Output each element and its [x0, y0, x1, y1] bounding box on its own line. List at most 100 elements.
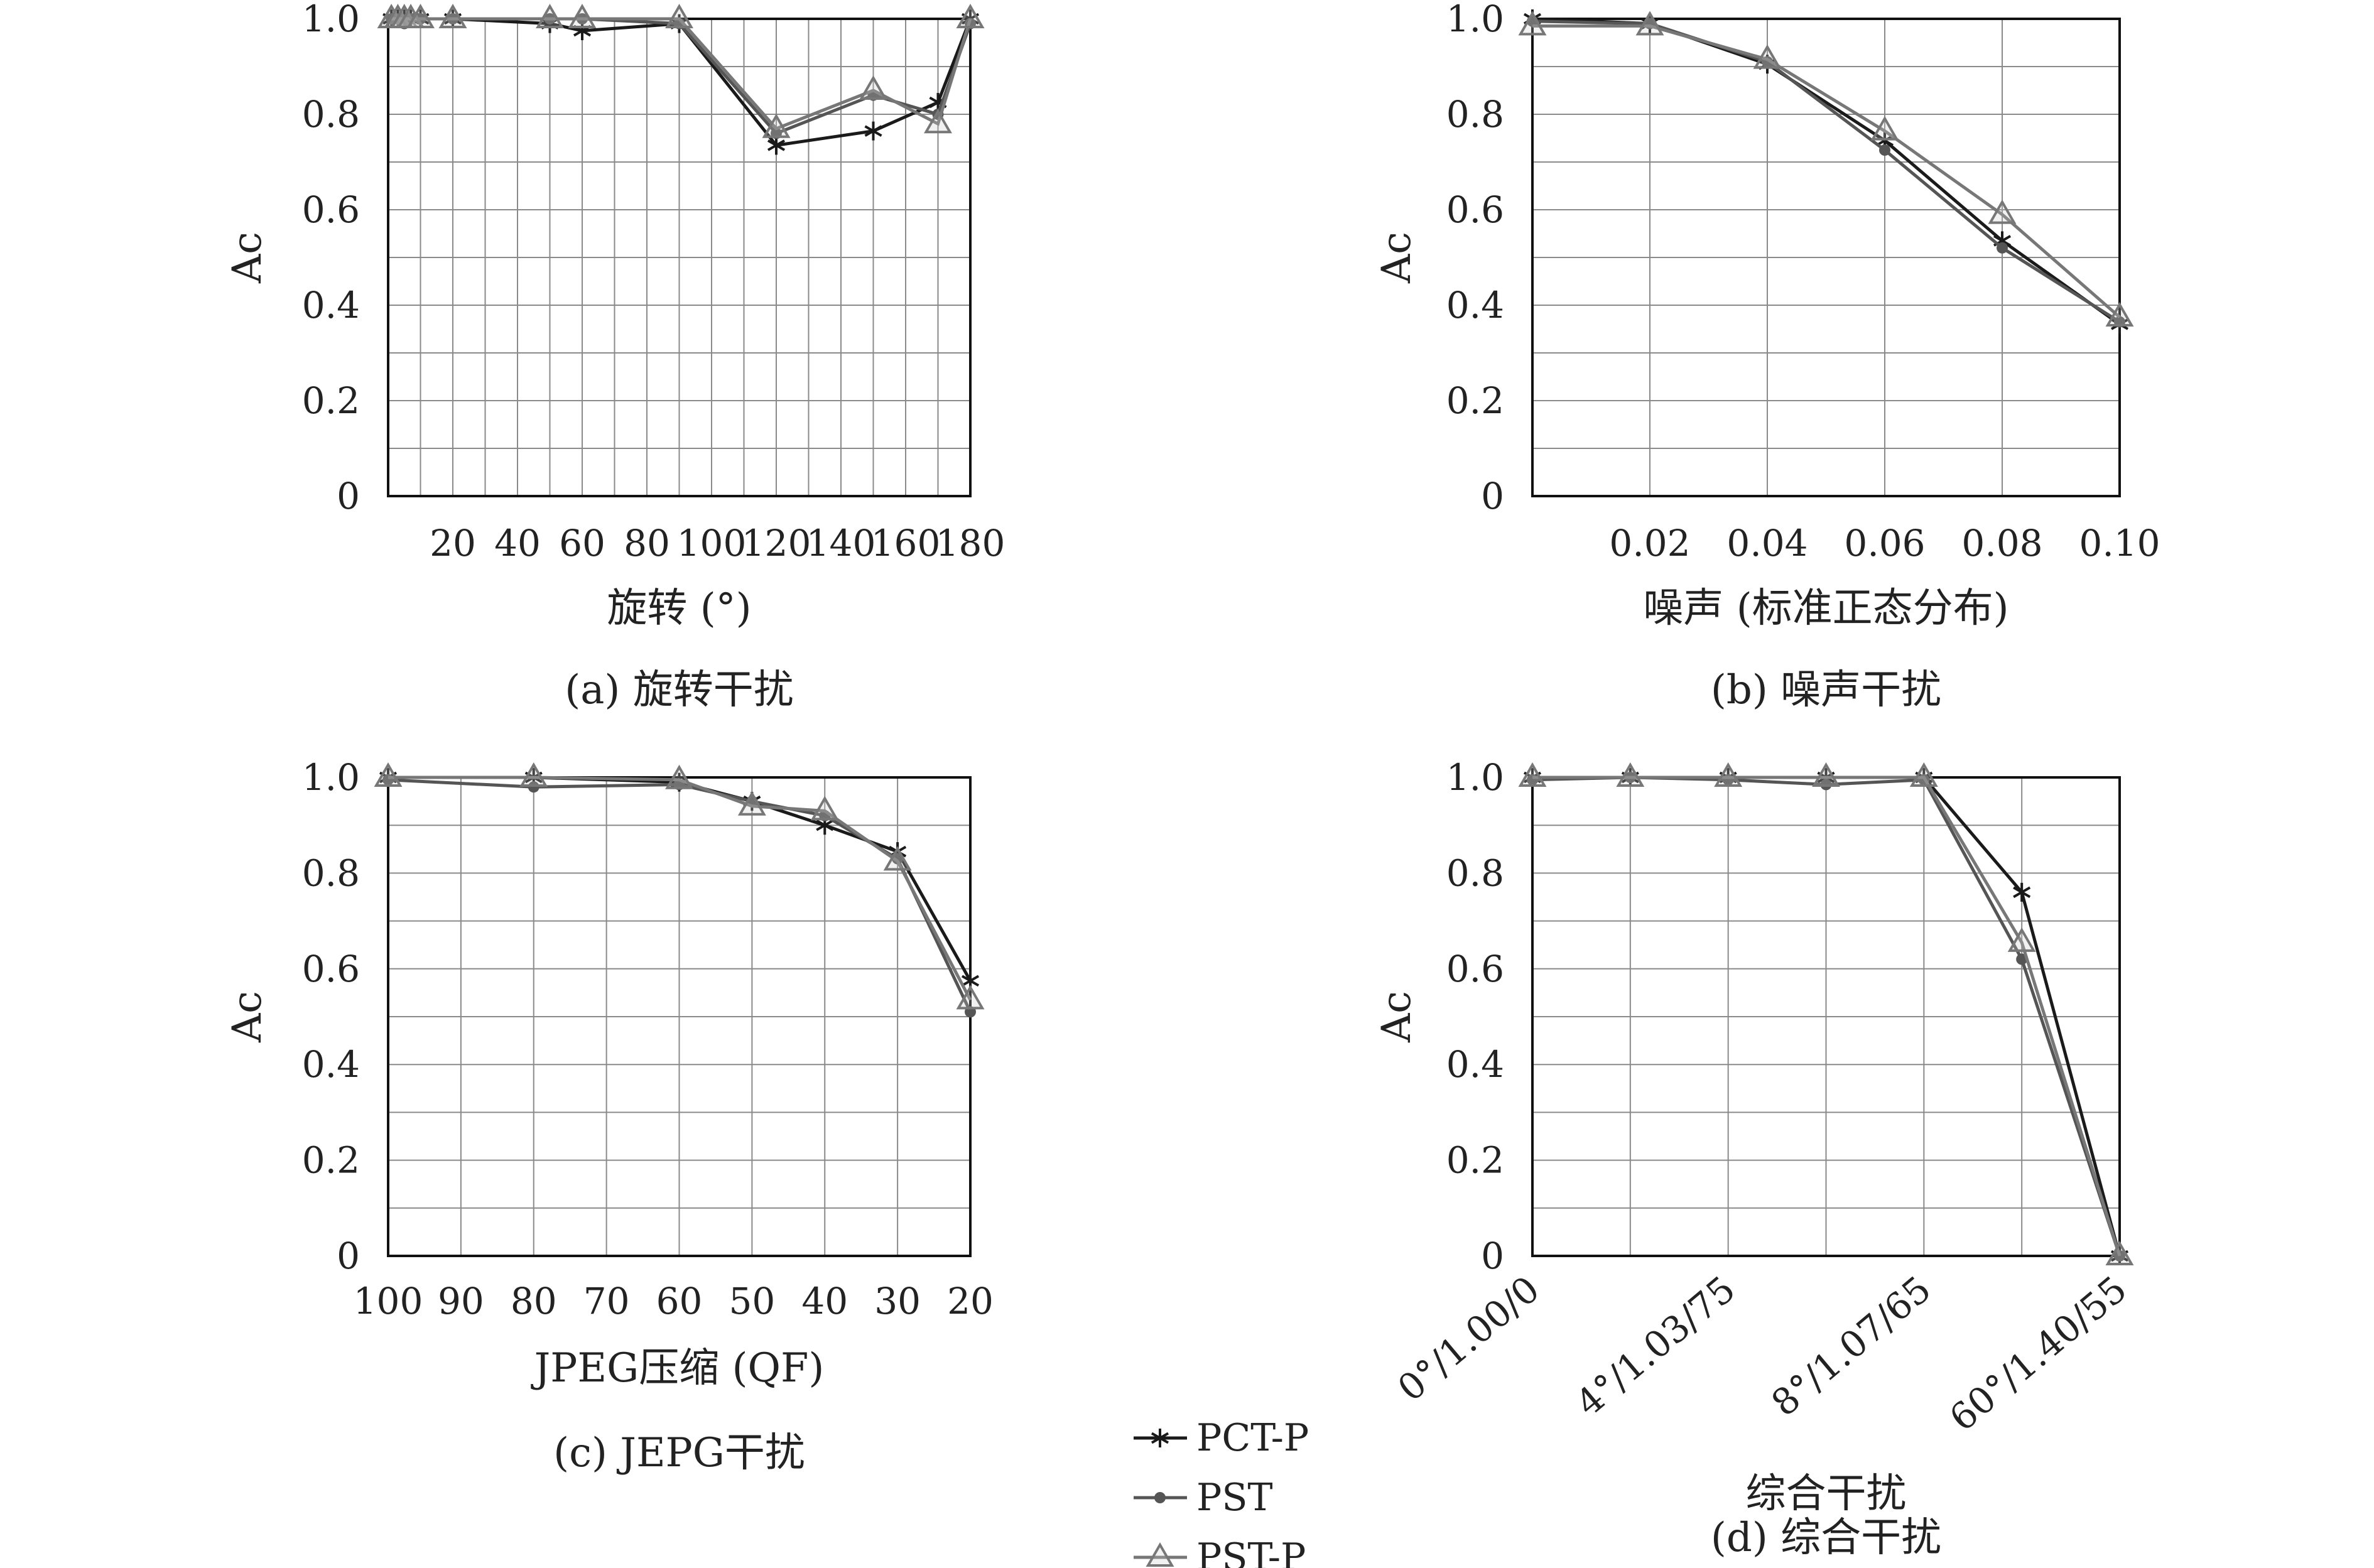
data-point: [864, 121, 882, 141]
y-tick-label: 1.0: [1446, 756, 1504, 799]
y-axis-label: Ac: [1374, 232, 1420, 284]
legend-entry: PCT-P: [1134, 1416, 1309, 1460]
series-pst-p: [377, 3, 985, 138]
data-point: [665, 764, 693, 789]
data-point: [1997, 242, 2008, 254]
y-tick-label: 0.2: [302, 379, 360, 422]
x-tick-label: 120: [742, 522, 811, 565]
data-point: [2013, 882, 2031, 902]
legend-marker: [1154, 1492, 1166, 1503]
series-pst: [386, 13, 976, 139]
series-pst: [1527, 15, 2125, 328]
x-axis-label: 噪声 (标准正态分布): [1643, 585, 2008, 632]
y-axis-label: Ac: [224, 232, 271, 284]
y-tick-label: 0.8: [1446, 93, 1504, 136]
chart-panel-c: 0 0.2 0.4 0.6 0.8 1.0 100 90 80 70 60 50 40 30 20 JPEG压…: [224, 756, 994, 1476]
x-tick-label: 60: [656, 1280, 703, 1322]
y-tick-label: 1.0: [302, 0, 360, 40]
x-axis-label: JPEG压缩 (QF): [531, 1345, 825, 1392]
x-tick-label: 80: [624, 522, 670, 565]
y-tick-label: 0.6: [1446, 948, 1504, 990]
y-tick-label: 1.0: [302, 756, 360, 799]
x-tick-label: 8°/1.07/65: [1764, 1268, 1939, 1425]
x-tick-label: 90: [438, 1280, 484, 1322]
panels-group: 00.20.40.60.81.020 40 60 80 100120140160180旋…: [224, 0, 2160, 1561]
x-tick-label: 70: [583, 1280, 630, 1322]
x-tick-label: 30: [874, 1280, 921, 1322]
y-tick-label: 0.2: [1446, 379, 1504, 422]
data-point: [2007, 927, 2036, 952]
data-point: [883, 846, 912, 871]
x-tick-label: 60: [559, 522, 605, 565]
data-point: [1635, 11, 1664, 36]
x-tick-label: 0.10: [2079, 522, 2160, 565]
legend-label: PST: [1196, 1476, 1273, 1520]
panel-caption: (a) 旋转干扰: [565, 667, 793, 713]
data-point: [1616, 762, 1645, 787]
data-point: [438, 3, 467, 28]
x-tick-label: 0°/1.00/0: [1390, 1268, 1547, 1410]
y-tick-label: 0.8: [1446, 852, 1504, 894]
data-point: [762, 113, 791, 138]
x-tick-label: 4°/1.03/75: [1568, 1268, 1743, 1425]
y-tick-label: 0.8: [302, 93, 360, 136]
x-tick-label: 100: [354, 1280, 423, 1322]
data-point: [519, 762, 548, 787]
x-tick-label: 0.06: [1844, 522, 1925, 565]
y-tick-label: 0.4: [302, 284, 360, 327]
data-point: [374, 762, 403, 787]
y-tick-label: 0.6: [302, 948, 360, 990]
y-axis-label: Ac: [224, 991, 271, 1043]
data-point: [528, 781, 539, 793]
y-tick-label: 1.0: [1446, 0, 1504, 40]
y-tick-label: 0.4: [1446, 284, 1504, 327]
data-point: [1714, 762, 1743, 787]
x-tick-label: 160: [871, 522, 941, 565]
series-line: [391, 17, 972, 148]
series-pst-p: [374, 762, 985, 1010]
y-tick-label: 0.2: [302, 1139, 360, 1182]
series-pst-p: [1518, 762, 2134, 1265]
x-tick-label: 180: [936, 522, 1005, 565]
data-point: [1753, 44, 1782, 69]
series-pct-p: [382, 9, 980, 155]
grid: [388, 18, 971, 497]
data-point: [737, 791, 766, 816]
data-point: [1988, 199, 2017, 224]
x-tick-label: 0.08: [1961, 522, 2042, 565]
series-pct-p: [1523, 9, 2129, 334]
legend-entry: PST-P: [1134, 1535, 1306, 1568]
plot-frame: [1531, 18, 2121, 497]
data-point: [956, 985, 985, 1010]
x-tick-label: 40: [801, 1280, 848, 1322]
x-tick-label: 40: [494, 522, 541, 565]
legend-marker: [1151, 1429, 1169, 1447]
series-line: [391, 17, 972, 131]
series-line: [1532, 24, 2121, 318]
x-tick-label: 0.04: [1726, 522, 1808, 565]
chart-panel-b: 0 0.2 0.4 0.6 0.8 1.0 0.02 0.04 0.06 0.08 0.10 噪声 (…: [1374, 0, 2160, 713]
panel-caption: (d) 综合干扰: [1711, 1515, 1941, 1561]
y-tick-label: 0: [1481, 1235, 1504, 1277]
x-tick-label: 20: [947, 1280, 994, 1322]
data-point: [665, 3, 693, 28]
x-tick-label: 60°/1.40/55: [1941, 1268, 2135, 1440]
x-axis-label: 综合干扰: [1746, 1471, 1907, 1517]
y-tick-label: 0.6: [1446, 188, 1504, 231]
data-point: [1879, 144, 1890, 156]
legend-entry: PST: [1134, 1476, 1273, 1520]
data-point: [956, 3, 985, 28]
legend: PCT-P PST PST-P: [1134, 1416, 1309, 1568]
x-tick-label: 80: [511, 1280, 557, 1322]
legend-label: PCT-P: [1196, 1416, 1309, 1460]
data-point: [2105, 1240, 2134, 1265]
series-pst-p: [1518, 11, 2134, 327]
series-line: [1532, 776, 2122, 1257]
panel-caption: (b) 噪声干扰: [1711, 667, 1941, 713]
data-point: [924, 109, 952, 134]
x-tick-label: 20: [430, 522, 476, 565]
y-tick-label: 0: [1481, 475, 1504, 517]
data-point: [406, 3, 435, 28]
